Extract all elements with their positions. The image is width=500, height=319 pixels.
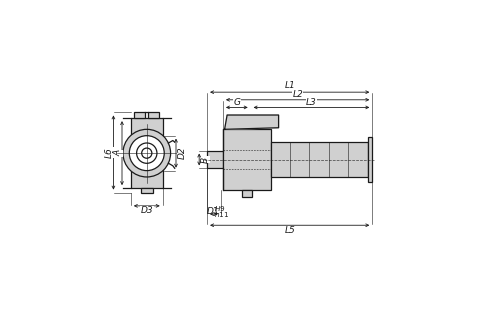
Text: $h11$: $h11$ — [214, 210, 230, 219]
Text: A: A — [114, 150, 122, 156]
Bar — [148, 113, 160, 118]
Text: L3: L3 — [306, 98, 317, 107]
Polygon shape — [224, 115, 278, 129]
Text: G: G — [234, 98, 240, 107]
Text: L6: L6 — [104, 147, 114, 158]
Text: D3: D3 — [140, 206, 153, 215]
Bar — [223, 129, 270, 190]
Bar — [134, 113, 145, 118]
Circle shape — [142, 148, 152, 158]
Circle shape — [130, 136, 164, 171]
Text: B: B — [201, 156, 210, 163]
Bar — [140, 188, 153, 193]
Text: $H9$: $H9$ — [214, 204, 226, 213]
Bar — [131, 118, 162, 188]
Text: $D1$: $D1$ — [206, 205, 220, 216]
Bar — [207, 151, 223, 168]
Bar — [270, 142, 368, 177]
Circle shape — [123, 129, 170, 177]
Text: L2: L2 — [292, 90, 303, 99]
Bar — [368, 137, 372, 182]
Bar — [242, 190, 252, 197]
Text: D2: D2 — [178, 147, 187, 160]
Text: L1: L1 — [284, 81, 295, 90]
Circle shape — [136, 143, 157, 163]
Text: L5: L5 — [284, 226, 295, 235]
